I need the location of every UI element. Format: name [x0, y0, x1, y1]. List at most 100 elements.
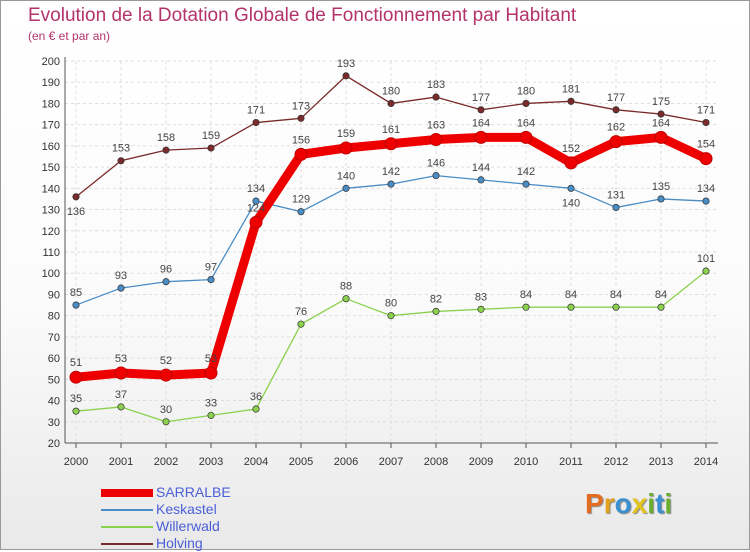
data-label-sarralbe: 162 — [607, 122, 625, 134]
legend-item: Holving — [101, 535, 301, 552]
legend-swatch — [101, 526, 153, 528]
data-point-holving — [117, 157, 125, 165]
data-point-keskastel — [612, 203, 620, 211]
data-point-willerwald — [252, 405, 260, 413]
y-tick-label: 40 — [48, 396, 60, 408]
x-tick-label: 2007 — [379, 456, 403, 468]
data-point-holving — [522, 99, 530, 107]
logo-letter: i — [664, 488, 673, 519]
data-point-keskastel — [477, 176, 485, 184]
data-point-keskastel — [657, 195, 665, 203]
data-point-sarralbe — [114, 366, 128, 380]
data-point-holving — [612, 106, 620, 114]
data-label-sarralbe: 53 — [205, 353, 217, 365]
data-point-willerwald — [162, 418, 170, 426]
data-point-holving — [162, 146, 170, 154]
data-label-sarralbe: 164 — [517, 117, 535, 129]
data-label-willerwald: 88 — [340, 281, 352, 293]
data-label-holving: 177 — [472, 92, 490, 104]
y-tick-label: 140 — [42, 183, 60, 195]
y-tick-label: 150 — [42, 162, 60, 174]
data-label-sarralbe: 154 — [697, 139, 715, 151]
data-label-holving: 158 — [157, 132, 175, 144]
x-tick-label: 2000 — [64, 456, 88, 468]
y-tick-label: 100 — [42, 268, 60, 280]
x-tick-label: 2003 — [199, 456, 223, 468]
legend-label: Willerwald — [156, 518, 220, 534]
data-point-sarralbe — [564, 156, 578, 170]
data-label-holving: 173 — [292, 100, 310, 112]
x-tick-label: 2014 — [694, 456, 718, 468]
x-tick-label: 2009 — [469, 456, 493, 468]
data-label-keskastel: 135 — [652, 181, 670, 193]
data-point-holving — [567, 97, 575, 105]
x-tick-label: 2010 — [514, 456, 538, 468]
legend-swatch — [101, 543, 153, 545]
data-point-sarralbe — [159, 368, 173, 382]
legend-swatch — [101, 509, 153, 511]
y-tick-label: 110 — [42, 247, 60, 259]
data-label-willerwald: 36 — [250, 391, 262, 403]
data-label-keskastel: 134 — [247, 183, 265, 195]
legend-item: Willerwald — [101, 518, 301, 535]
logo-letter: x — [631, 488, 648, 519]
data-point-willerwald — [567, 303, 575, 311]
data-point-sarralbe — [384, 137, 398, 151]
data-point-sarralbe — [429, 133, 443, 147]
data-label-willerwald: 82 — [430, 293, 442, 305]
y-tick-label: 160 — [42, 141, 60, 153]
legend-item: Keskastel — [101, 501, 301, 518]
data-point-willerwald — [702, 267, 710, 275]
chart-title: Evolution de la Dotation Globale de Fonc… — [28, 5, 577, 26]
data-point-willerwald — [477, 305, 485, 313]
data-point-keskastel — [252, 197, 260, 205]
data-label-sarralbe: 152 — [562, 143, 580, 155]
grid — [65, 60, 718, 444]
data-point-willerwald — [657, 303, 665, 311]
data-point-willerwald — [117, 403, 125, 411]
data-point-willerwald — [207, 411, 215, 419]
data-point-holving — [387, 99, 395, 107]
data-label-holving: 136 — [67, 206, 85, 218]
data-label-willerwald: 84 — [520, 289, 532, 301]
y-tick-label: 180 — [42, 98, 60, 110]
x-tick-label: 2012 — [604, 456, 628, 468]
data-label-keskastel: 93 — [115, 270, 127, 282]
data-point-keskastel — [702, 197, 710, 205]
data-point-keskastel — [297, 208, 305, 216]
data-point-sarralbe — [654, 130, 668, 144]
logo-letter: P — [585, 488, 604, 519]
data-label-sarralbe: 52 — [160, 355, 172, 367]
series-group — [69, 72, 713, 426]
y-tick-label: 120 — [42, 226, 60, 238]
y-tick-label: 190 — [42, 77, 60, 89]
data-label-keskastel: 131 — [607, 189, 625, 201]
data-point-holving — [207, 144, 215, 152]
data-label-sarralbe: 53 — [115, 353, 127, 365]
data-label-sarralbe: 51 — [70, 357, 82, 369]
data-point-holving — [297, 114, 305, 122]
data-point-holving — [72, 193, 80, 201]
data-label-keskastel: 85 — [70, 287, 82, 299]
data-point-keskastel — [567, 184, 575, 192]
legend: SARRALBE Keskastel Willerwald Holving — [101, 484, 301, 552]
data-point-keskastel — [72, 301, 80, 309]
data-label-keskastel: 142 — [382, 166, 400, 178]
data-label-keskastel: 129 — [292, 194, 310, 206]
y-tick-label: 80 — [48, 311, 60, 323]
data-label-keskastel: 144 — [472, 162, 490, 174]
chart-subtitle: (en € et par an) — [28, 29, 111, 43]
x-tick-label: 2005 — [289, 456, 313, 468]
data-point-willerwald — [72, 407, 80, 415]
logo-letter: i — [647, 488, 656, 519]
data-point-keskastel — [117, 284, 125, 292]
data-label-willerwald: 37 — [115, 389, 127, 401]
data-label-holving: 171 — [697, 105, 715, 117]
y-tick-label: 60 — [48, 353, 60, 365]
data-label-holving: 181 — [562, 83, 580, 95]
data-label-sarralbe: 164 — [472, 117, 490, 129]
data-label-holving: 183 — [427, 79, 445, 91]
data-label-holving: 193 — [337, 58, 355, 70]
x-tick-label: 2013 — [649, 456, 673, 468]
data-label-sarralbe: 161 — [382, 124, 400, 136]
